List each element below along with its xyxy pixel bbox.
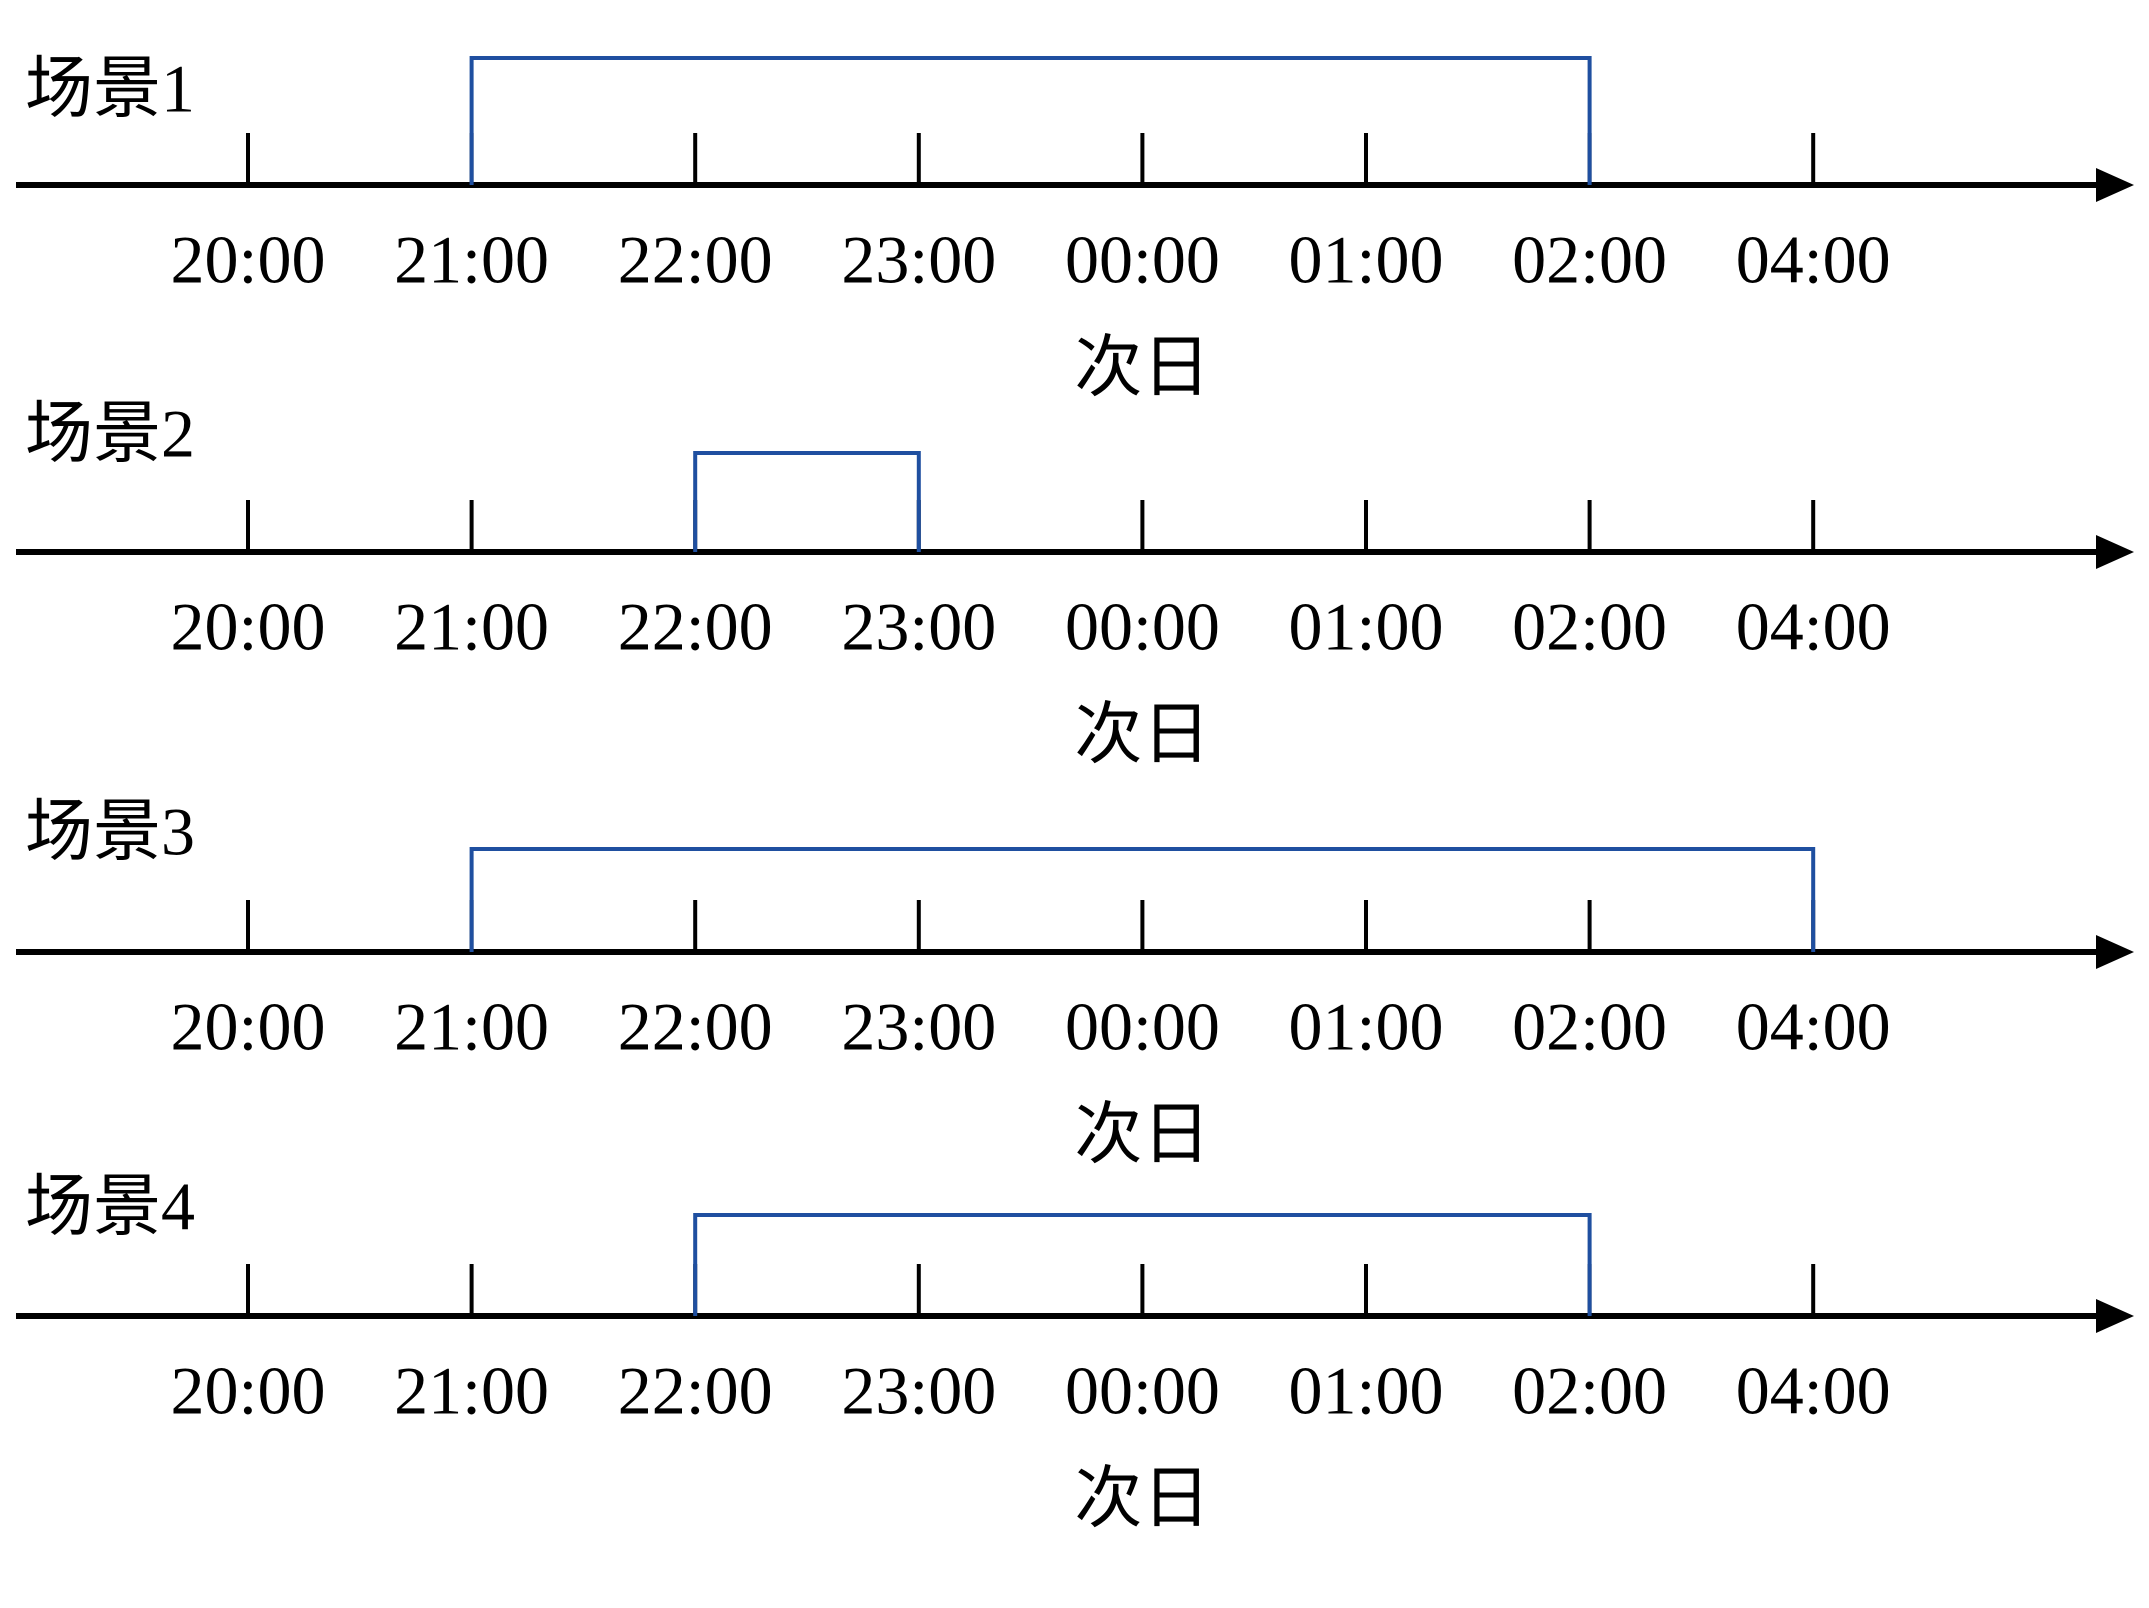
- tick-label: 02:00: [1512, 1353, 1667, 1429]
- scenario-label: 场景4: [25, 1169, 195, 1245]
- tick-label: 21:00: [394, 1353, 549, 1429]
- tick-label: 01:00: [1289, 222, 1444, 298]
- next-day-label: 次日: [1074, 1461, 1210, 1537]
- tick-label: 20:00: [171, 989, 326, 1065]
- tick-label: 01:00: [1289, 589, 1444, 665]
- scenario-label: 场景2: [25, 396, 195, 472]
- tick-label: 00:00: [1065, 222, 1220, 298]
- tick-label: 21:00: [394, 222, 549, 298]
- tick-label: 00:00: [1065, 989, 1220, 1065]
- tick-label: 21:00: [394, 589, 549, 665]
- tick-label: 22:00: [618, 222, 773, 298]
- tick-label: 21:00: [394, 989, 549, 1065]
- tick-label: 01:00: [1289, 1353, 1444, 1429]
- tick-label: 01:00: [1289, 989, 1444, 1065]
- axis-arrow: [2096, 1299, 2134, 1333]
- tick-label: 23:00: [841, 1353, 996, 1429]
- axis-arrow: [2096, 935, 2134, 969]
- scenario-label: 场景1: [25, 51, 195, 127]
- tick-label: 00:00: [1065, 589, 1220, 665]
- tick-label: 22:00: [618, 1353, 773, 1429]
- axis-arrow: [2096, 168, 2134, 202]
- time-span: [469, 847, 1816, 952]
- time-span: [469, 56, 1592, 185]
- time-span: [693, 1213, 1592, 1316]
- tick-label: 00:00: [1065, 1353, 1220, 1429]
- next-day-label: 次日: [1074, 697, 1210, 773]
- tick-label: 20:00: [171, 1353, 326, 1429]
- tick-label: 23:00: [841, 589, 996, 665]
- time-span: [693, 451, 921, 552]
- axis-arrow: [2096, 535, 2134, 569]
- tick-label: 04:00: [1736, 989, 1891, 1065]
- tick-label: 20:00: [171, 222, 326, 298]
- tick-label: 23:00: [841, 222, 996, 298]
- tick-label: 02:00: [1512, 989, 1667, 1065]
- next-day-label: 次日: [1074, 330, 1210, 406]
- next-day-label: 次日: [1074, 1097, 1210, 1173]
- tick-label: 02:00: [1512, 222, 1667, 298]
- tick-label: 04:00: [1736, 222, 1891, 298]
- tick-label: 23:00: [841, 989, 996, 1065]
- tick-label: 04:00: [1736, 589, 1891, 665]
- tick-label: 22:00: [618, 589, 773, 665]
- scenario-label: 场景3: [25, 794, 195, 870]
- tick-label: 22:00: [618, 989, 773, 1065]
- tick-label: 20:00: [171, 589, 326, 665]
- tick-label: 02:00: [1512, 589, 1667, 665]
- tick-label: 04:00: [1736, 1353, 1891, 1429]
